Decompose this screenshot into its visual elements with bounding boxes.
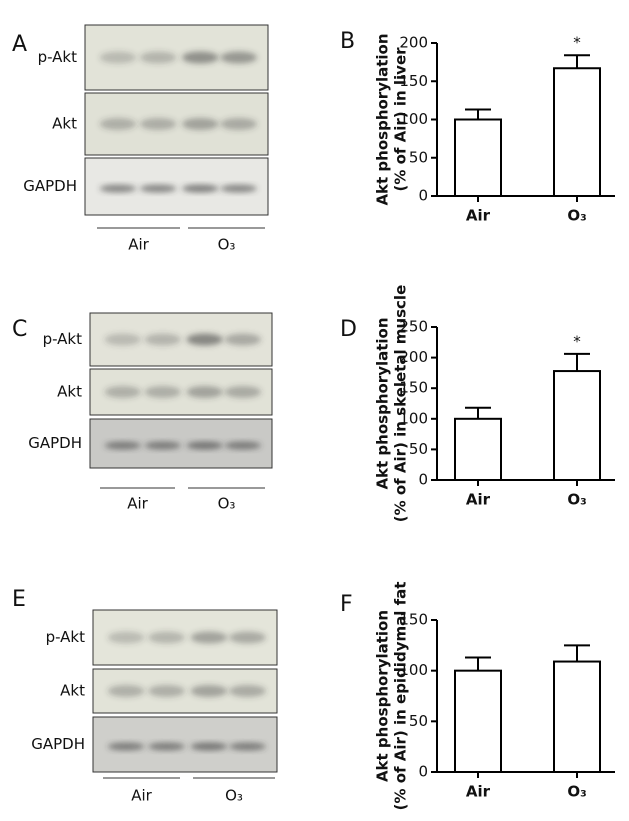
x-tick-label: O₃: [567, 207, 586, 225]
x-tick-label: O₃: [567, 491, 586, 509]
significance-marker: *: [573, 34, 581, 52]
panel-letter: A: [12, 32, 27, 57]
y-tick-label: 0: [418, 763, 428, 781]
x-tick-label: Air: [466, 207, 491, 225]
group-label: O₃: [218, 236, 236, 254]
blot-band: [220, 51, 258, 64]
panel-letter: B: [340, 29, 355, 54]
y-tick-label: 150: [399, 611, 428, 629]
blot-band: [99, 184, 137, 193]
panel-letter: D: [340, 317, 357, 342]
y-tick-label: 0: [418, 187, 428, 205]
y-axis-label: (% of Air) in epididymal fat: [392, 582, 410, 811]
blot-row-label: p-Akt: [38, 48, 78, 66]
blot-band: [186, 386, 223, 398]
blot-band: [190, 742, 228, 751]
blot-band: [229, 742, 266, 751]
bar: [454, 417, 502, 481]
y-tick-label: 50: [409, 148, 428, 166]
bar: [553, 660, 601, 774]
group-label: O₃: [225, 787, 243, 805]
y-axis-label: Akt phosphorylation: [374, 317, 392, 489]
blot-band: [107, 742, 145, 751]
group-label: O₃: [218, 495, 236, 513]
blot-row-label: GAPDH: [23, 177, 77, 195]
blot-band: [186, 333, 223, 346]
blot-band: [148, 742, 186, 751]
blot-band: [148, 631, 186, 644]
group-label: Air: [131, 787, 152, 805]
blot-band: [148, 685, 186, 697]
y-tick-label: 50: [409, 440, 428, 458]
blot-band: [229, 631, 266, 644]
blot-band: [224, 386, 262, 398]
y-tick-label: 200: [399, 348, 428, 366]
bar: [553, 370, 601, 481]
blot-row-label: Akt: [57, 383, 82, 401]
y-tick-label: 200: [399, 34, 428, 52]
group-label: Air: [128, 236, 149, 254]
group-label: Air: [127, 495, 148, 513]
blot-band: [99, 118, 137, 130]
blot-row-label: GAPDH: [28, 434, 82, 452]
blot-band: [104, 386, 141, 398]
y-axis-label: Akt phosphorylation: [374, 33, 392, 205]
x-tick-label: Air: [466, 783, 491, 801]
blot-band: [220, 118, 258, 130]
y-tick-label: 0: [418, 471, 428, 489]
y-tick-label: 150: [399, 72, 428, 90]
blot-row-label: Akt: [60, 682, 85, 700]
blot-row-label: p-Akt: [43, 330, 83, 348]
panel-letter: C: [12, 317, 27, 342]
blot-band: [186, 441, 223, 450]
blot-band: [107, 631, 145, 644]
blot-band: [99, 51, 137, 64]
blot-row-label: GAPDH: [31, 735, 85, 753]
y-tick-label: 100: [399, 661, 428, 679]
x-tick-label: Air: [466, 491, 491, 509]
y-tick-label: 50: [409, 712, 428, 730]
blot-band: [229, 685, 266, 697]
y-axis-label: (% of Air) in liver: [392, 47, 410, 192]
blot-band: [224, 333, 262, 346]
y-tick-label: 100: [399, 110, 428, 128]
panel-letter: E: [12, 587, 26, 612]
blot-band: [190, 685, 228, 697]
y-tick-label: 150: [399, 379, 428, 397]
x-tick-label: O₃: [567, 783, 586, 801]
blot-band: [144, 386, 181, 398]
blot-band: [224, 441, 262, 450]
blot-band: [181, 118, 219, 130]
y-axis-label: (% of Air) in skeletal muscle: [392, 285, 410, 523]
blot-band: [190, 631, 228, 644]
blot-row-label: Akt: [52, 115, 77, 133]
blot-row-label: p-Akt: [46, 628, 86, 646]
blot-band: [220, 184, 258, 193]
blot-band: [139, 118, 177, 130]
blot-band: [144, 441, 181, 450]
blot-band: [144, 333, 181, 346]
blot-band: [181, 184, 219, 193]
bar: [454, 118, 502, 197]
blot-band: [104, 333, 141, 346]
blot-band: [139, 184, 177, 193]
blot-band: [181, 51, 219, 64]
y-axis-label: Akt phosphorylation: [374, 610, 392, 782]
bar: [553, 67, 601, 197]
y-tick-label: 100: [399, 409, 428, 427]
blot-band: [139, 51, 177, 64]
y-tick-label: 250: [399, 318, 428, 336]
panel-letter: F: [340, 592, 353, 617]
bar: [454, 669, 502, 774]
significance-marker: *: [573, 332, 581, 350]
blot-band: [104, 441, 141, 450]
blot-band: [107, 685, 145, 697]
